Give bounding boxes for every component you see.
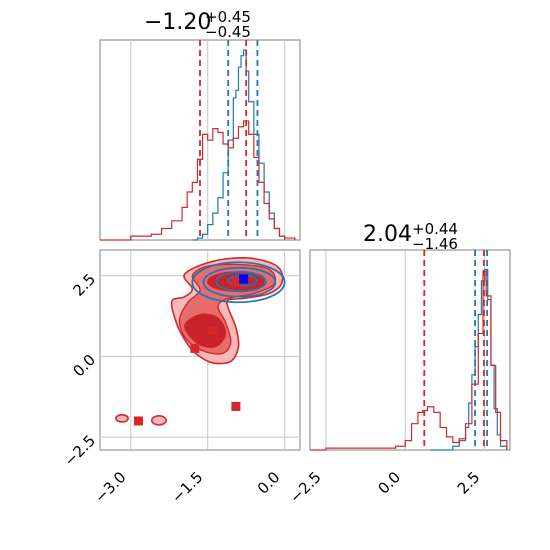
y-hist-series-1 [310, 270, 508, 451]
joint-y-tick-label: 0.0 [69, 351, 99, 381]
right-x-tick-label: −2.5 [286, 468, 324, 506]
joint-x-tick-label: −1.5 [168, 468, 206, 506]
x-title-lower: −0.45 [205, 23, 251, 41]
red-sample-marker [231, 401, 241, 411]
x-hist-series-0 [192, 49, 286, 241]
red-sample-marker [190, 343, 200, 353]
y-title-lower: −1.46 [412, 235, 458, 253]
y-title-upper: +0.44 [412, 220, 458, 238]
y-hist-series-0 [430, 268, 508, 451]
red-sample-marker [208, 326, 218, 336]
x-marginal-title: −1.20 +0.45 −0.45 [144, 8, 251, 41]
right-x-tick-label: 0.0 [374, 468, 404, 498]
blue-contour-level [202, 266, 277, 298]
joint-x-tick-label: −3.0 [91, 468, 129, 506]
joint-contours [115, 257, 286, 426]
x-hist-series-1 [100, 120, 296, 241]
joint-frame [99, 249, 301, 451]
joint-y-tick-label: 2.5 [69, 270, 99, 300]
blue-contour-level [215, 271, 267, 293]
y-marginal-title: 2.04 +0.44 −1.46 [363, 220, 458, 253]
x-title-value: −1.20 [144, 10, 211, 35]
blue-contour-level [191, 261, 286, 304]
red-contour-island [115, 414, 130, 423]
red-sample-marker [231, 277, 241, 287]
tick-labels: −3.0 −1.5 0.0−2.50.02.5−2.5 0.0 2.5 [61, 270, 484, 506]
joint-x-tick-label: 0.0 [254, 468, 284, 498]
red-contour-inner [184, 313, 227, 349]
blue-sample-marker [239, 274, 249, 284]
joint-y-tick-label: −2.5 [61, 431, 99, 469]
red-sample-marker [133, 416, 143, 426]
x-marginal-histograms [100, 40, 296, 241]
y-title-value: 2.04 [363, 222, 412, 247]
right-x-tick-label: 2.5 [454, 468, 484, 498]
x-title-upper: +0.45 [205, 8, 251, 26]
red-contour-island [150, 415, 167, 426]
y-marginal-histograms [310, 250, 508, 451]
y-marginal-frame [309, 249, 511, 451]
